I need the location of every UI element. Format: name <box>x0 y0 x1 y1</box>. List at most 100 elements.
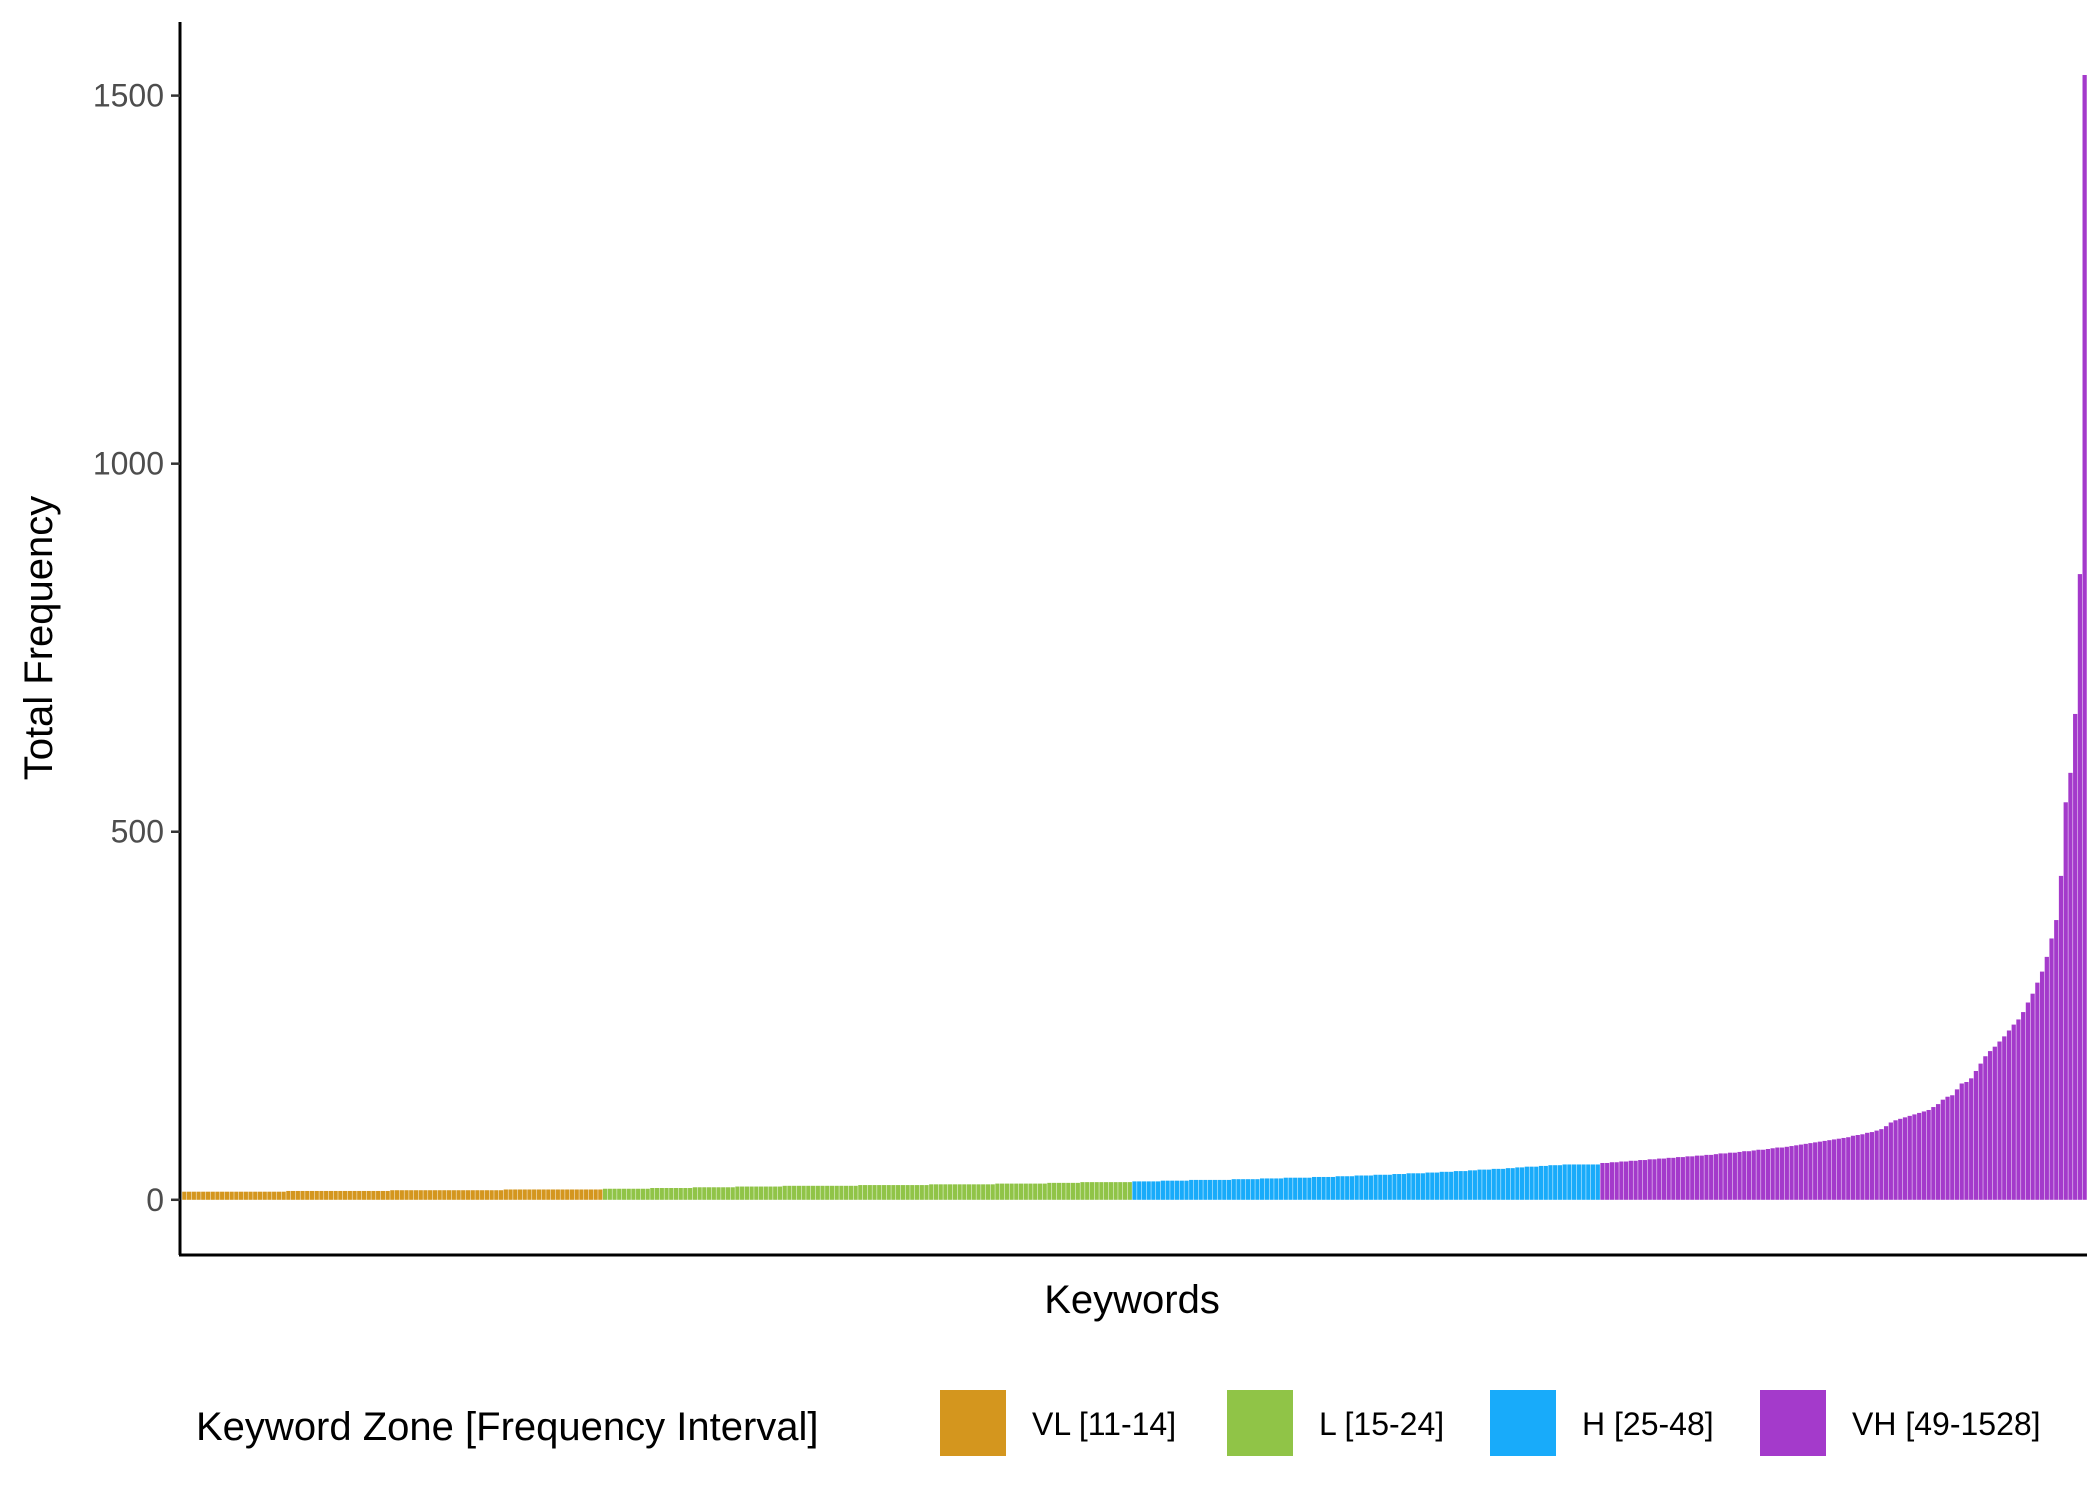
bar-vl <box>243 1191 248 1200</box>
bar-vl <box>361 1190 367 1200</box>
bar-vh <box>2068 772 2073 1200</box>
bar-vl <box>484 1190 490 1200</box>
bar-l <box>839 1185 844 1200</box>
bar-vh <box>1628 1160 1633 1200</box>
bar-l <box>820 1185 825 1200</box>
bar-l <box>744 1186 750 1200</box>
bar-vl <box>598 1189 603 1200</box>
bar-h <box>1524 1166 1529 1200</box>
bar-h <box>1297 1177 1303 1200</box>
bar-vh <box>1623 1161 1629 1200</box>
bar-vl <box>352 1190 357 1200</box>
legend-title: Keyword Zone [Frequency Interval] <box>196 1405 819 1449</box>
bar-l <box>957 1184 962 1200</box>
bar-vl <box>385 1190 390 1200</box>
bar-vl <box>357 1190 362 1200</box>
bar-h <box>1553 1165 1558 1200</box>
bar-l <box>1099 1182 1104 1200</box>
bar-l <box>1023 1183 1028 1200</box>
bar-h <box>1401 1174 1407 1200</box>
bar-vl <box>286 1190 291 1200</box>
bar-vh <box>1727 1152 1733 1200</box>
bar-l <box>617 1188 622 1200</box>
bar-vh <box>1850 1135 1856 1200</box>
bar-vl <box>409 1190 414 1200</box>
bar-l <box>1070 1182 1076 1200</box>
bar-l <box>621 1188 627 1200</box>
bar-vl <box>376 1190 381 1200</box>
bar-l <box>1004 1183 1009 1200</box>
bar-h <box>1571 1164 1577 1200</box>
bar-h <box>1269 1178 1274 1200</box>
bar-vl <box>451 1190 456 1200</box>
bar-vh <box>1713 1154 1719 1200</box>
bar-h <box>1458 1171 1463 1200</box>
bar-h <box>1368 1175 1373 1200</box>
bar-vh <box>1761 1149 1766 1200</box>
bar-l <box>815 1185 820 1200</box>
bar-h <box>1236 1179 1241 1200</box>
bar-l <box>1118 1182 1123 1200</box>
bar-l <box>659 1188 664 1200</box>
bar-vl <box>276 1191 282 1200</box>
bar-vl <box>555 1189 560 1200</box>
bar-vl <box>248 1191 253 1200</box>
bar-h <box>1482 1169 1487 1200</box>
bar-vl <box>272 1191 277 1200</box>
bar-h <box>1359 1175 1364 1200</box>
bar-h <box>1137 1181 1142 1200</box>
bar-vh <box>1638 1160 1643 1200</box>
bar-vh <box>1704 1154 1709 1200</box>
bar-vl <box>404 1190 409 1200</box>
legend-label-vl: VL [11-14] <box>1032 1406 1176 1442</box>
bar-h <box>1302 1177 1307 1200</box>
bar-vh <box>1808 1143 1813 1200</box>
bar-l <box>749 1186 754 1200</box>
bar-l <box>995 1183 1000 1200</box>
bar-l <box>1018 1183 1024 1200</box>
bar-vl <box>569 1189 575 1200</box>
bar-h <box>1288 1177 1293 1200</box>
bar-vl <box>234 1191 239 1200</box>
bar-l <box>1061 1182 1066 1200</box>
bar-h <box>1449 1171 1454 1200</box>
bar-l <box>636 1188 641 1200</box>
bar-vh <box>1770 1148 1775 1200</box>
bar-l <box>1104 1182 1109 1200</box>
bar-vh <box>1959 1083 1964 1200</box>
bar-l <box>763 1186 768 1200</box>
bar-vh <box>1675 1157 1681 1200</box>
bar-vh <box>2035 982 2040 1200</box>
bar-h <box>1340 1176 1345 1200</box>
bar-vl <box>186 1191 192 1200</box>
bar-vh <box>1935 1104 1941 1200</box>
bar-vh <box>1600 1162 1605 1200</box>
bar-vl <box>584 1189 589 1200</box>
bar-h <box>1477 1169 1482 1200</box>
bar-l <box>768 1186 773 1200</box>
legend-swatch-vh <box>1760 1390 1826 1456</box>
legend-label-h: H [25-48] <box>1582 1406 1714 1442</box>
bar-vl <box>257 1191 263 1200</box>
bar-l <box>1066 1182 1071 1200</box>
bar-l <box>881 1185 887 1200</box>
legend-label-l: L [15-24] <box>1319 1406 1444 1442</box>
bar-vl <box>527 1189 532 1200</box>
bar-vl <box>593 1189 598 1200</box>
bar-vh <box>1827 1140 1832 1200</box>
bar-h <box>1208 1179 1213 1200</box>
bar-vh <box>1798 1144 1804 1200</box>
bar-h <box>1387 1174 1392 1200</box>
bar-l <box>721 1187 726 1200</box>
bar-vl <box>532 1189 537 1200</box>
bar-h <box>1406 1173 1411 1200</box>
bar-vl <box>380 1190 386 1200</box>
bar-l <box>862 1185 868 1200</box>
bar-vl <box>489 1190 494 1200</box>
bar-vl <box>224 1191 230 1200</box>
bar-l <box>1089 1182 1095 1200</box>
bar-l <box>787 1185 792 1200</box>
bar-h <box>1519 1167 1525 1200</box>
bar-vl <box>480 1190 485 1200</box>
bar-vh <box>2030 993 2035 1200</box>
